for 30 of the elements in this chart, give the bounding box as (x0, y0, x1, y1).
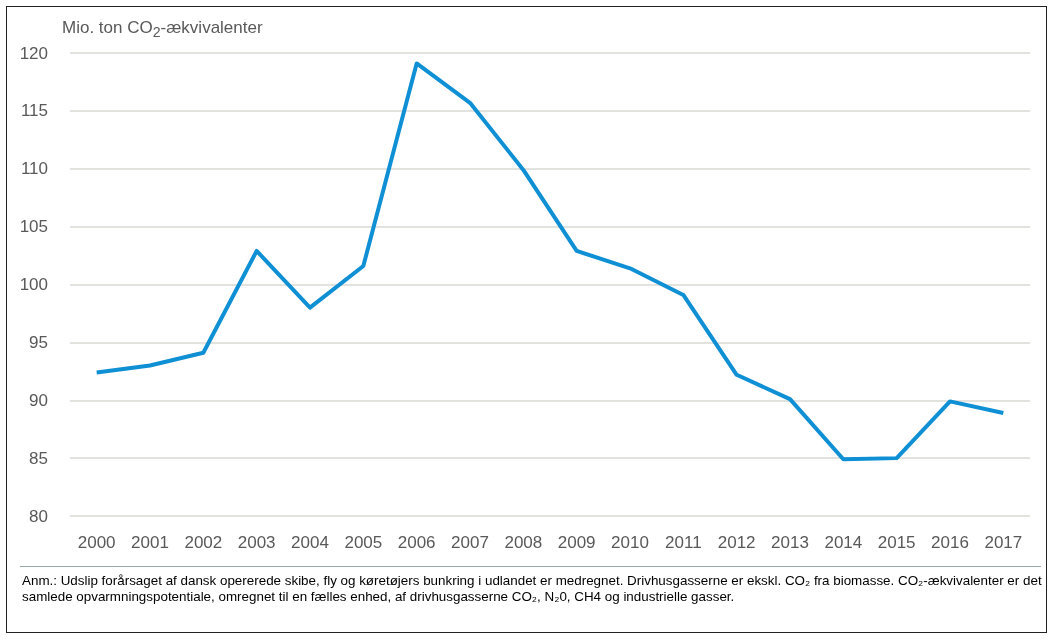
y-tick-label: 80 (29, 506, 48, 526)
x-tick-label: 2009 (557, 533, 596, 552)
x-tick-label: 2001 (131, 533, 169, 552)
x-tick-label: 2013 (771, 533, 809, 552)
x-tick-label: 2003 (237, 533, 276, 552)
line-series (94, 61, 1006, 462)
y-tick-label: 85 (29, 448, 48, 468)
x-tick-label: 2010 (611, 533, 649, 552)
x-tick-label: 2012 (717, 533, 756, 552)
x-tick-label: 2011 (665, 533, 702, 552)
x-tick-label: 2016 (931, 533, 969, 552)
x-tick-label: 2002 (184, 533, 223, 552)
y-tick-label: 105 (19, 217, 48, 237)
y-tick-label: 120 (19, 43, 48, 63)
y-tick-label: 110 (20, 159, 48, 179)
x-tick-label: 2007 (451, 533, 489, 552)
y-tick-label: 100 (19, 275, 48, 294)
x-tick-label: 2005 (344, 533, 383, 552)
x-tick-label: 2014 (824, 533, 863, 552)
x-tick-label: 2000 (77, 533, 116, 552)
x-tick-label: 2017 (984, 533, 1023, 552)
y-axis-title: Mio. ton CO$_{2}$-ækvivalenter (62, 18, 263, 41)
y-tick-label: 115 (20, 101, 48, 121)
x-tick-label: 2004 (291, 533, 329, 552)
x-tick-label: 2006 (397, 533, 436, 552)
x-tick-label: 2008 (504, 533, 543, 552)
y-tick-label: 90 (29, 390, 48, 410)
y-tick-label: 95 (29, 332, 48, 352)
text: Anm.: Udslip forårsaget af dansk opererede skibe, fly og køretøjers bunkring i udlandet er medregnet. Drivhusgasserne er ekskl. CO₂ fra biomasse. CO₂-ækvivalenter er det samlede opvarmningspotentiale, omregnet til en fælles enhed, af drivhusgasserne CO₂, N₂0, CH4 og industrielle gasser. (22, 573, 1042, 605)
x-tick-label: 2015 (877, 533, 916, 552)
